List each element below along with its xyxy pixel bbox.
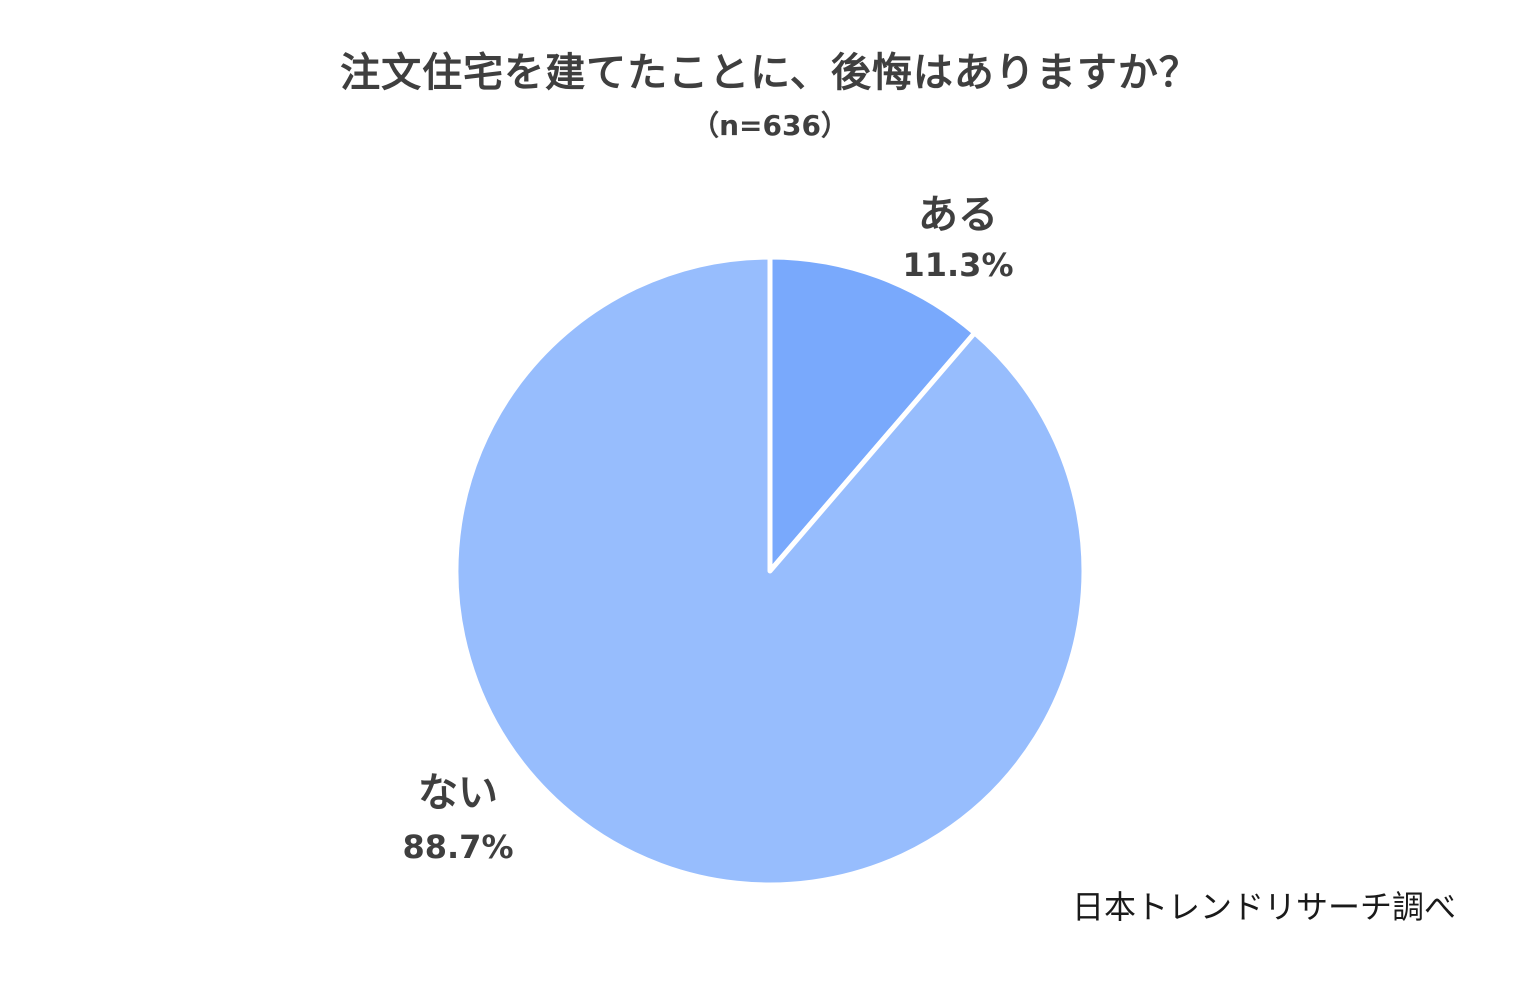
source-note: 日本トレンドリサーチ調べ: [1071, 888, 1456, 926]
pie-slice-0: [767, 254, 978, 574]
pie-slice-1: [453, 254, 1087, 888]
slice-value-aru: 11.3%: [902, 246, 1013, 284]
slice-value-nai: 88.7%: [402, 828, 513, 866]
chart-subtitle: （n=636）: [691, 109, 849, 142]
chart-title: 注文住宅を建てたことに、後悔はありますか？: [340, 50, 1200, 96]
slice-label-nai: ない: [418, 770, 498, 816]
slice-label-aru: ある: [918, 192, 998, 238]
pie-slices: [453, 254, 1087, 888]
